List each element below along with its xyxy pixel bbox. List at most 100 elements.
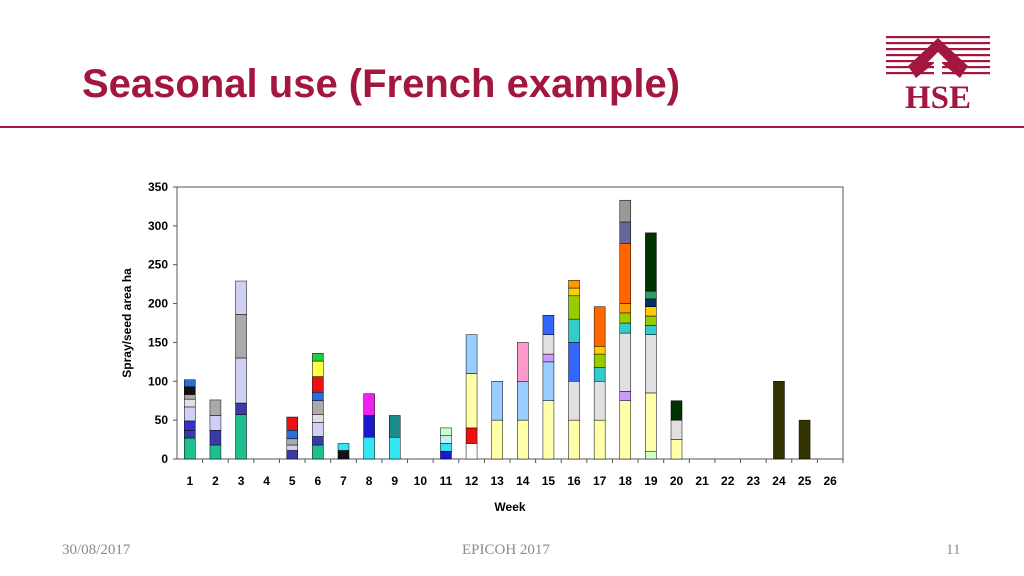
bar-segment-week-20	[670, 439, 683, 460]
bar-segment-week-11	[440, 435, 452, 444]
bar-segment-week-19	[645, 290, 657, 300]
y-tick-label: 300	[148, 219, 168, 233]
bar-segment-week-18	[619, 400, 632, 460]
bar-segment-week-20	[670, 419, 683, 440]
bar-segment-week-3	[235, 402, 247, 415]
bar-segment-week-6	[312, 353, 324, 362]
bar-segment-week-18	[619, 221, 632, 244]
bar-segment-week-9	[388, 436, 401, 460]
bar-segment-week-1	[184, 420, 196, 431]
bar-segment-week-17	[593, 353, 606, 368]
x-tick-label: 8	[366, 474, 373, 488]
bar-segment-week-17	[593, 419, 606, 460]
bar-segment-week-11	[440, 427, 452, 436]
x-tick-label: 6	[315, 474, 322, 488]
bar-segment-week-16	[568, 419, 580, 460]
bar-segment-week-1	[184, 398, 196, 408]
x-tick-label: 23	[747, 474, 761, 488]
y-tick-label: 100	[148, 374, 168, 388]
y-tick-label: 0	[161, 452, 168, 466]
bar-segment-week-16	[568, 318, 580, 343]
bar-segment-week-2	[209, 415, 222, 431]
bar-segment-week-6	[312, 422, 324, 437]
x-tick-label: 1	[186, 474, 193, 488]
bar-segment-week-8	[363, 436, 375, 460]
bar-segment-week-6	[312, 360, 324, 377]
x-tick-label: 17	[593, 474, 607, 488]
bar-segment-week-14	[517, 419, 529, 460]
bar-segment-week-12	[465, 334, 478, 374]
x-tick-label: 18	[619, 474, 633, 488]
x-tick-label: 3	[238, 474, 245, 488]
x-tick-label: 19	[644, 474, 658, 488]
bar-segment-week-11	[440, 443, 452, 452]
x-tick-label: 20	[670, 474, 684, 488]
bar-segment-week-1	[184, 394, 196, 400]
bar-segment-week-14	[517, 381, 529, 421]
bar-segment-week-5	[286, 444, 299, 451]
y-tick-label: 200	[148, 297, 168, 311]
bar-segment-week-15	[542, 314, 555, 335]
bar-segment-week-19	[645, 325, 657, 335]
x-tick-label: 24	[772, 474, 786, 488]
bar-segment-week-19	[645, 298, 657, 307]
bar-segment-week-2	[209, 429, 222, 446]
bar-segment-week-8	[363, 415, 375, 438]
x-tick-label: 7	[340, 474, 347, 488]
bar-segment-week-19	[645, 306, 657, 317]
title-divider	[0, 126, 1024, 128]
x-tick-label: 13	[491, 474, 505, 488]
bar-segment-week-5	[286, 450, 299, 460]
y-tick-label: 150	[148, 335, 168, 349]
x-tick-label: 11	[440, 474, 453, 488]
bar-segment-week-13	[491, 381, 503, 421]
bar-segment-week-15	[542, 353, 555, 363]
bar-segment-week-1	[184, 379, 196, 387]
bar-segment-week-8	[363, 393, 375, 416]
bar-segment-week-19	[645, 315, 657, 326]
bar-segment-week-18	[619, 312, 632, 324]
bar-segment-week-6	[312, 400, 324, 415]
x-tick-label: 14	[516, 474, 530, 488]
bar-segment-week-17	[593, 306, 606, 347]
bar-segment-week-18	[619, 199, 632, 223]
footer-event: EPICOH 2017	[462, 542, 550, 558]
bar-segment-week-5	[286, 429, 299, 440]
x-tick-label: 9	[391, 474, 398, 488]
hse-logo: HSE	[886, 36, 990, 110]
bar-segment-week-12	[465, 373, 478, 429]
bar-segment-week-1	[184, 429, 196, 439]
x-tick-label: 26	[824, 474, 838, 488]
bar-segment-week-16	[568, 295, 580, 320]
footer-date: 30/08/2017	[62, 542, 131, 558]
bar-segment-week-16	[568, 287, 580, 297]
y-tick-label: 350	[148, 180, 168, 194]
x-tick-label: 22	[721, 474, 735, 488]
bar-segment-week-18	[619, 322, 632, 334]
bar-segment-week-15	[542, 361, 555, 401]
bar-segment-week-6	[312, 436, 324, 446]
bar-segment-week-3	[235, 414, 247, 460]
bar-segment-week-1	[184, 386, 196, 395]
x-tick-label: 16	[567, 474, 581, 488]
x-tick-label: 12	[465, 474, 479, 488]
bar-segment-week-16	[568, 342, 580, 382]
plot-area	[176, 186, 844, 460]
bar-segment-week-25	[798, 419, 811, 460]
bar-segment-week-5	[286, 416, 299, 431]
bar-segment-week-6	[312, 376, 324, 393]
x-tick-label: 21	[695, 474, 709, 488]
bar-segment-week-14	[517, 342, 529, 382]
bar-segment-week-1	[184, 437, 196, 460]
bar-segment-week-17	[593, 381, 606, 421]
x-axis-title: Week	[494, 500, 525, 514]
bar-segment-week-16	[568, 280, 580, 289]
slide-title: Seasonal use (French example)	[82, 62, 681, 106]
bar-segment-week-2	[209, 444, 222, 460]
bar-segment-week-1	[184, 406, 196, 422]
bar-segment-week-19	[645, 450, 657, 460]
bar-segment-week-3	[235, 314, 247, 359]
bar-segment-week-24	[773, 381, 785, 460]
bar-segment-week-16	[568, 381, 580, 421]
